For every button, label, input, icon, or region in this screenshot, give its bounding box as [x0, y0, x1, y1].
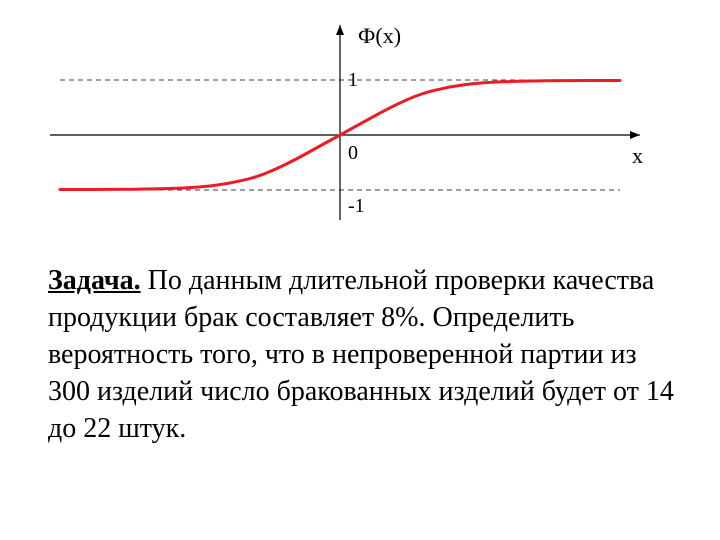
task-body: По данным длительной проверки ка­чества …: [48, 265, 674, 444]
svg-text:0: 0: [348, 142, 358, 164]
task-label: Задача.: [48, 265, 141, 296]
problem-text-block: Задача. По данным длительной проверки ка…: [48, 263, 674, 448]
svg-text:1: 1: [348, 69, 358, 91]
svg-text:Ф(x): Ф(x): [358, 23, 401, 48]
svg-text:x: x: [632, 143, 643, 168]
chart-svg: Ф(x) x 0 1 -1: [50, 15, 670, 235]
svg-text:-1: -1: [348, 195, 365, 217]
phi-function-chart: Ф(x) x 0 1 -1: [50, 15, 670, 235]
